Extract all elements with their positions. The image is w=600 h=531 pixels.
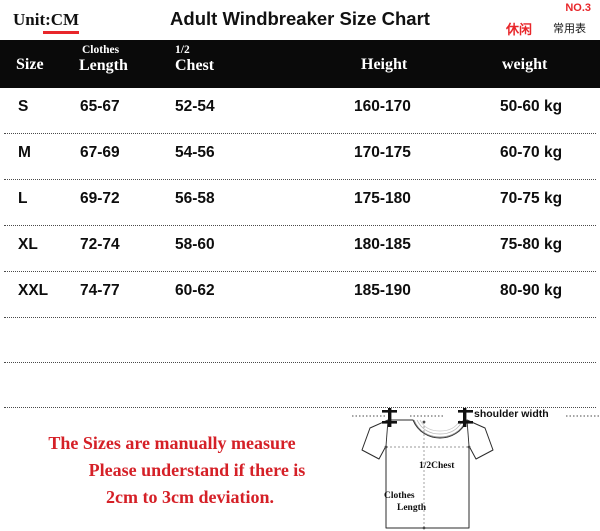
cell-size: XXL: [18, 282, 49, 299]
disclaimer-line-3: 2cm to 3cm deviation.: [106, 487, 274, 507]
disclaimer-line-2: Please understand if there is: [88, 460, 306, 480]
row-divider: [4, 133, 596, 134]
table-row: XXL 74-77 60-62 185-190 80-90 kg: [0, 272, 600, 318]
table-row: XL 72-74 58-60 180-185 75-80 kg: [0, 226, 600, 272]
table-row: L 69-72 56-58 175-180 70-75 kg: [0, 180, 600, 226]
shoulder-marker-right: [458, 408, 473, 427]
badge-number: NO.3: [565, 2, 591, 14]
cell-weight: 80-90 kg: [500, 282, 563, 299]
column-header-clothes-length: Clothes Length: [79, 44, 128, 74]
cell-height: 180-185: [354, 236, 411, 253]
table-row-empty: [0, 318, 600, 363]
tshirt-measurement-diagram: shoulder width 1/2Chest Clothes Length: [352, 402, 600, 531]
cell-chest: 52-54: [175, 98, 215, 115]
cell-weight: 70-75 kg: [500, 190, 563, 207]
cell-length: 67-69: [80, 144, 120, 161]
cell-height: 170-175: [354, 144, 411, 161]
row-divider: [4, 362, 596, 363]
shoulder-marker-left: [382, 408, 397, 427]
chart-header: Unit:CM Adult Windbreaker Size Chart NO.…: [0, 0, 600, 40]
cell-height: 185-190: [354, 282, 411, 299]
shoulder-width-label: shoulder width: [474, 408, 549, 420]
cell-size: L: [18, 190, 28, 207]
cell-chest: 60-62: [175, 282, 215, 299]
cell-height: 160-170: [354, 98, 411, 115]
badge-category-cn: 休闲: [506, 23, 533, 38]
column-header-half-chest: 1/2 Chest: [175, 44, 215, 74]
cell-length: 74-77: [80, 282, 120, 299]
cell-weight: 75-80 kg: [500, 236, 563, 253]
table-row-empty: [0, 363, 600, 408]
row-divider: [4, 271, 596, 272]
cell-chest: 56-58: [175, 190, 215, 207]
unit-label: Unit:CM: [13, 10, 80, 29]
cell-size: XL: [18, 236, 38, 253]
column-header-height: Height: [361, 56, 408, 73]
row-divider: [4, 317, 596, 318]
unit-underline: [43, 31, 79, 34]
table-body: S 65-67 52-54 160-170 50-60 kg M 67-69 5…: [0, 88, 600, 408]
cell-chest: 54-56: [175, 144, 215, 161]
column-header-weight: weight: [502, 56, 548, 73]
cell-length: 65-67: [80, 98, 120, 115]
clothes-length-label: Clothes Length: [384, 491, 427, 513]
table-row: S 65-67 52-54 160-170 50-60 kg: [0, 88, 600, 134]
disclaimer-line-1: The Sizes are manually measure: [48, 433, 296, 453]
cell-weight: 60-70 kg: [500, 144, 563, 161]
badge-table-type-cn: 常用表: [553, 22, 586, 35]
cell-weight: 50-60 kg: [500, 98, 563, 115]
row-divider: [4, 225, 596, 226]
cell-height: 175-180: [354, 190, 411, 207]
cell-size: S: [18, 98, 29, 115]
cell-size: M: [18, 144, 31, 161]
row-divider: [4, 407, 596, 408]
table-row: M 67-69 54-56 170-175 60-70 kg: [0, 134, 600, 180]
table-header-bar: [0, 40, 600, 88]
measurement-disclaimer: The Sizes are manually measure Please un…: [0, 430, 340, 511]
row-divider: [4, 179, 596, 180]
column-header-size: Size: [16, 56, 44, 73]
page-title: Adult Windbreaker Size Chart: [170, 8, 430, 29]
tshirt-icon: [352, 408, 600, 530]
cell-chest: 58-60: [175, 236, 215, 253]
cell-length: 72-74: [80, 236, 120, 253]
cell-length: 69-72: [80, 190, 120, 207]
half-chest-label: 1/2Chest: [419, 461, 455, 471]
